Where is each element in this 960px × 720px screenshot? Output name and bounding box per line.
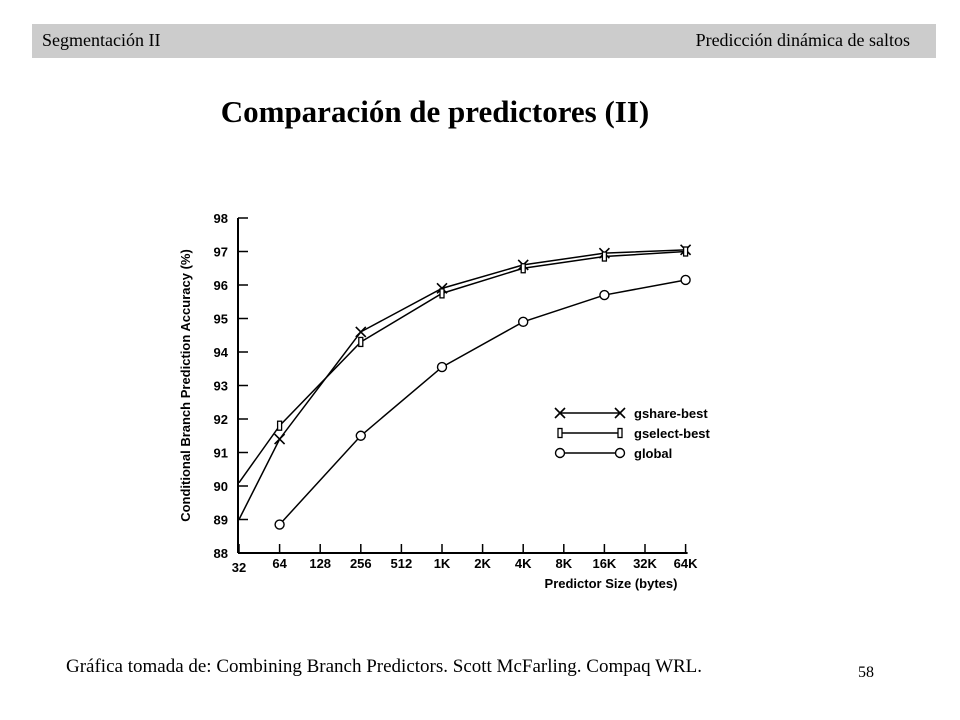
data-point-gshare-best (355, 326, 367, 338)
y-tick-label: 90 (214, 479, 228, 494)
y-tick-label: 97 (214, 245, 228, 260)
data-point-gselect-best (682, 246, 689, 257)
x-tick-label: 32 (232, 560, 246, 575)
x-tick-label: 4K (515, 556, 532, 571)
x-axis-label: Predictor Size (bytes) (545, 576, 678, 591)
line-chart: 88 89 90 91 92 93 94 95 96 97 98 32 64 128 256 512 1K 2K 4… (178, 211, 711, 591)
legend-label: gselect-best (634, 426, 711, 441)
y-tick-label: 93 (214, 379, 228, 394)
legend-marker (554, 407, 566, 419)
header-topic-title: Predicción dinámica de saltos (695, 30, 910, 50)
legend-marker (557, 427, 563, 439)
y-tick-label: 88 (214, 546, 228, 561)
legend-marker (614, 407, 626, 419)
data-point-gshare-best (274, 433, 286, 445)
data-point-global (599, 289, 610, 301)
y-tick-label: 95 (214, 312, 228, 327)
y-axis-label: Conditional Branch Prediction Accuracy (… (178, 249, 193, 522)
y-tick-label: 98 (214, 211, 228, 226)
x-tick-label: 64K (674, 556, 698, 571)
y-tick-label: 89 (214, 513, 228, 528)
x-tick-label: 128 (309, 556, 331, 571)
data-point-global (680, 274, 691, 286)
header-section-title: Segmentación II (42, 30, 161, 50)
x-tick-label: 32K (633, 556, 657, 571)
series-line-global (279, 279, 686, 526)
y-tick-label: 96 (214, 278, 228, 293)
series-line-gselect-best (238, 250, 686, 484)
legend-marker (614, 447, 626, 459)
x-tick-label: 16K (592, 556, 616, 571)
x-tick-label: 256 (350, 556, 372, 571)
x-tick-label: 2K (474, 556, 491, 571)
x-tick-label: 8K (555, 556, 572, 571)
legend-marker (617, 427, 623, 439)
legend-label: gshare-best (634, 406, 708, 421)
x-tick-label: 64 (272, 556, 287, 571)
data-point-gselect-best (276, 420, 283, 431)
data-point-global (355, 430, 367, 441)
data-point-global (518, 316, 529, 328)
slide-title: Comparación de predictores (II) (220, 94, 650, 129)
data-point-gselect-best (520, 263, 526, 274)
data-point-gselect-best (601, 251, 608, 262)
data-point-gselect-best (358, 336, 364, 348)
y-tick-label: 92 (214, 412, 228, 427)
data-point-global (274, 519, 285, 530)
legend-marker (554, 447, 566, 459)
data-point-global (436, 361, 448, 373)
header-bar: Segmentación II Predicción dinámica de s… (32, 24, 936, 58)
figure-caption: Gráfica tomada de: Combining Branch Pred… (66, 656, 703, 677)
y-tick-label: 91 (214, 446, 228, 461)
data-point-gselect-best (439, 288, 445, 299)
x-tick-label: 512 (391, 556, 413, 571)
x-tick-label: 1K (434, 556, 451, 571)
page-number: 58 (858, 664, 874, 681)
chart-container: 88 89 90 91 92 93 94 95 96 97 98 32 64 128 256 512 1K 2K 4… (160, 196, 720, 606)
y-tick-label: 94 (214, 345, 229, 360)
series-line-gshare-best (238, 249, 686, 520)
legend-label: global (634, 446, 672, 461)
